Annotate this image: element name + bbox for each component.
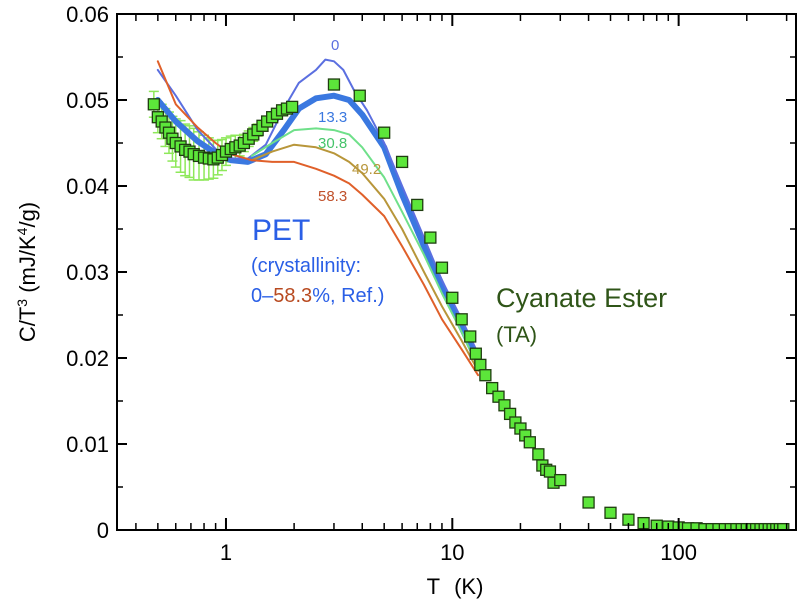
data-point <box>327 78 341 91</box>
y-axis-label-mid: (mJ/K <box>15 235 40 299</box>
data-point <box>523 436 536 449</box>
data-point <box>395 155 409 169</box>
curve-label-58-3: 58.3 <box>318 188 347 205</box>
cyanate-ester-title: Cyanate Ester <box>496 283 667 313</box>
y-tick-label: 0.02 <box>66 346 109 371</box>
data-point <box>543 465 557 478</box>
pet-range-line: 0–58.3%, Ref.) <box>251 285 384 307</box>
x-axis-ticks: 1 10 100 <box>135 14 788 565</box>
data-point <box>532 448 545 461</box>
x-axis-label-unit: (K) <box>454 574 483 599</box>
data-point <box>285 100 299 114</box>
data-point <box>378 126 391 139</box>
x-tick-label: 1 <box>220 540 232 565</box>
y-tick-label: 0.03 <box>66 260 109 285</box>
data-point <box>424 231 437 244</box>
data-point <box>435 261 449 274</box>
curve-label-0: 0 <box>331 37 339 54</box>
y-axis-label-exp3: 3 <box>14 299 30 307</box>
pet-range-start: 0– <box>251 285 274 307</box>
y-tick-label: 0.05 <box>66 88 109 113</box>
data-point <box>411 198 424 212</box>
data-point <box>486 381 499 395</box>
y-tick-label: 0.01 <box>66 432 109 457</box>
y-axis-label-end: /g) <box>15 202 40 228</box>
data-point <box>469 347 482 360</box>
data-point <box>604 506 617 519</box>
pet-range-end: 58.3 <box>273 285 312 307</box>
pet-curve-30-8 <box>250 127 480 368</box>
data-point <box>474 358 487 372</box>
data-point <box>464 330 477 343</box>
y-tick-label: 0 <box>97 518 109 543</box>
curve-label-13-3: 13.3 <box>318 109 347 126</box>
y-axis-label-exp4: 4 <box>14 227 30 235</box>
y-tick-label: 0.06 <box>66 2 109 27</box>
x-tick-label: 100 <box>660 540 697 565</box>
x-tick-label: 10 <box>440 540 464 565</box>
data-point <box>353 89 366 102</box>
data-point <box>147 98 160 111</box>
pet-range-ref: %, Ref.) <box>312 285 384 307</box>
data-point <box>554 473 567 487</box>
data-point <box>582 496 595 509</box>
y-axis-label: C/T3 (mJ/K4/g) <box>14 202 40 342</box>
y-tick-label: 0.04 <box>66 174 109 199</box>
pet-curve-49-2 <box>250 143 480 372</box>
x-axis-label: T (K) <box>427 574 484 599</box>
pet-curve-58-3 <box>156 60 480 377</box>
plot-frame <box>116 13 797 531</box>
data-point <box>455 313 468 326</box>
y-axis-label-c: C/T <box>15 307 40 342</box>
curve-label-49-2: 49.2 <box>352 161 381 178</box>
cyanate-ester-markers <box>147 78 790 530</box>
pet-curve-0 <box>156 58 480 355</box>
y-axis-ticks: 0 0.01 0.02 0.03 0.04 0.05 0.06 <box>66 2 796 543</box>
cyanate-ester-sub: (TA) <box>496 322 537 347</box>
data-point <box>446 291 459 304</box>
pet-curves <box>154 58 482 377</box>
curve-label-30-8: 30.8 <box>318 135 347 152</box>
x-axis-label-main: T <box>427 574 440 599</box>
pet-title: PET <box>252 214 310 247</box>
data-point <box>479 369 492 382</box>
pet-crystallinity-line: (crystallinity: <box>251 255 361 277</box>
